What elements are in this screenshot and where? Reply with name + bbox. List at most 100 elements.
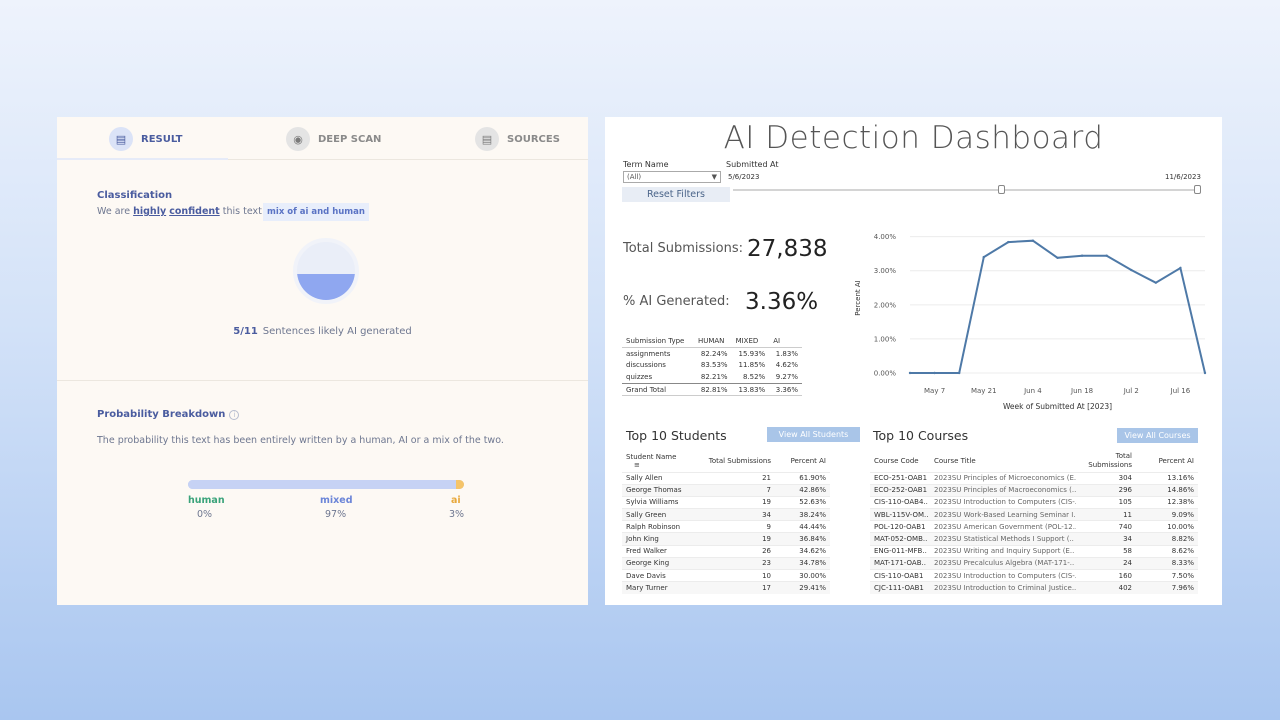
date-range-slider[interactable] bbox=[733, 189, 1198, 191]
term-filter-select[interactable]: (All) ▼ bbox=[623, 171, 721, 183]
table-row[interactable]: CJC-111-OAB1 2023SU Introduction to Crimi… bbox=[870, 581, 1198, 594]
series-line[interactable] bbox=[910, 239, 1206, 374]
cell: 34 bbox=[1076, 532, 1136, 546]
y-tick-label: 2.00% bbox=[874, 301, 897, 309]
data-point[interactable] bbox=[1154, 281, 1158, 284]
data-point[interactable] bbox=[1179, 266, 1182, 270]
search-doc-icon: ▤ bbox=[475, 127, 499, 151]
cell: 9.09% bbox=[1136, 508, 1198, 521]
table-row[interactable]: CIS-110-OAB4.. 2023SU Introduction to Com… bbox=[870, 495, 1198, 509]
cell: Sally Allen bbox=[622, 471, 686, 485]
table-row[interactable]: ECO-251-OAB1 2023SU Principles of Microec… bbox=[870, 471, 1198, 485]
tab-sources-label: SOURCES bbox=[507, 133, 560, 145]
cell: 8.33% bbox=[1136, 556, 1198, 570]
data-point[interactable] bbox=[1056, 256, 1059, 259]
cell: 2023SU American Government (POL-12.. bbox=[930, 520, 1076, 533]
cell: Sylvia Williams bbox=[622, 495, 686, 509]
table-row[interactable]: MAT-171-OAB.. 2023SU Precalculus Algebra … bbox=[870, 556, 1198, 570]
probability-breakdown-title: Probability Breakdown i bbox=[97, 409, 240, 420]
data-point[interactable] bbox=[1080, 254, 1084, 257]
cell: 29.41% bbox=[775, 581, 830, 594]
classification-prefix: We are bbox=[97, 206, 131, 217]
tab-deep-scan[interactable]: ◉ DEEP SCAN bbox=[286, 126, 381, 152]
y-tick-label: 3.00% bbox=[874, 267, 897, 275]
reset-filters-button[interactable]: Reset Filters bbox=[622, 187, 730, 202]
cell: 34.78% bbox=[775, 556, 830, 570]
cell: ENG-011-MFB.. bbox=[870, 544, 930, 558]
table-row[interactable]: Ralph Robinson 9 44.44% bbox=[622, 520, 830, 533]
cell: 82.21% bbox=[700, 373, 728, 382]
active-tab-indicator bbox=[57, 158, 228, 160]
confidence-word-1[interactable]: highly bbox=[133, 206, 167, 217]
table-row[interactable]: Sally Green 34 38.24% bbox=[622, 508, 830, 521]
cell: 13.16% bbox=[1136, 471, 1198, 485]
cell: 17 bbox=[686, 581, 775, 594]
data-point[interactable] bbox=[1105, 254, 1108, 257]
cell: Sally Green bbox=[622, 508, 686, 521]
ai-generated-value: 3.36% bbox=[745, 289, 819, 315]
total-submissions-value: 27,838 bbox=[747, 236, 828, 262]
data-point[interactable] bbox=[982, 255, 985, 259]
cell: John King bbox=[622, 532, 686, 546]
submission-type-table: Submission Type HUMAN MIXED AI assignmen… bbox=[622, 335, 802, 396]
cell: 82.81% bbox=[700, 385, 728, 394]
date-slider-end-handle[interactable] bbox=[1194, 185, 1201, 194]
percent-ai-line-chart[interactable]: 0.00% 1.00% 2.00% 3.00% 4.00% May 7 May 21 Jun… bbox=[850, 209, 1212, 419]
data-point[interactable] bbox=[1130, 268, 1133, 272]
table-row[interactable]: POL-120-OAB1 2023SU American Government (… bbox=[870, 520, 1198, 533]
cell: 2023SU Statistical Methods I Support (.. bbox=[930, 532, 1076, 546]
cell: 8.82% bbox=[1136, 532, 1198, 546]
tab-sources[interactable]: ▤ SOURCES bbox=[475, 126, 560, 152]
confidence-word-2[interactable]: confident bbox=[169, 206, 220, 217]
data-point[interactable] bbox=[1203, 371, 1207, 375]
table-row[interactable]: Sylvia Williams 19 52.63% bbox=[622, 495, 830, 509]
table-row[interactable]: Mary Turner 17 29.41% bbox=[622, 581, 830, 594]
grand-total-row[interactable]: Grand Total 82.81% 13.83% 3.36% bbox=[622, 383, 802, 396]
data-point[interactable] bbox=[957, 371, 961, 375]
cell: Dave Davis bbox=[622, 568, 686, 582]
info-icon[interactable]: i bbox=[229, 410, 240, 420]
table-row[interactable]: quizzes 82.21% 8.52% 9.27% bbox=[622, 372, 802, 384]
fingerprint-icon: ◉ bbox=[286, 127, 310, 151]
table-row[interactable]: discussions 83.53% 11.85% 4.62% bbox=[622, 359, 802, 371]
ai-detection-dashboard: AI Detection Dashboard Term Name (All) ▼… bbox=[605, 117, 1222, 605]
table-row[interactable]: Dave Davis 10 30.00% bbox=[622, 568, 830, 582]
classification-title: Classification bbox=[97, 190, 173, 201]
cell: MAT-052-OMB.. bbox=[870, 532, 930, 546]
tab-result[interactable]: ▤ RESULT bbox=[109, 126, 182, 152]
probability-bar-mixed bbox=[188, 480, 456, 489]
table-row[interactable]: MAT-052-OMB.. 2023SU Statistical Methods … bbox=[870, 532, 1198, 546]
table-row[interactable]: CIS-110-OAB1 2023SU Introduction to Compu… bbox=[870, 568, 1198, 582]
sentence-summary: 5/11 Sentences likely AI generated bbox=[57, 326, 588, 337]
view-all-courses-button[interactable]: View All Courses bbox=[1117, 428, 1198, 443]
view-all-students-button[interactable]: View All Students bbox=[767, 427, 860, 442]
chevron-down-icon: ▼ bbox=[711, 173, 717, 181]
table-row[interactable]: George King 23 34.78% bbox=[622, 556, 830, 570]
table-row[interactable]: ECO-252-OAB1 2023SU Principles of Macroec… bbox=[870, 483, 1198, 497]
data-point[interactable] bbox=[908, 371, 912, 375]
cell: 12.38% bbox=[1136, 495, 1198, 509]
table-row[interactable]: John King 19 36.84% bbox=[622, 532, 830, 546]
cell: 402 bbox=[1076, 581, 1136, 594]
cell: 19 bbox=[686, 495, 775, 509]
table-row[interactable]: assignments 82.24% 15.93% 1.83% bbox=[622, 347, 802, 359]
table-row[interactable]: ENG-011-MFB.. 2023SU Writing and Inquiry … bbox=[870, 544, 1198, 558]
table-row[interactable]: Fred Walker 26 34.62% bbox=[622, 544, 830, 558]
cell: Fred Walker bbox=[622, 544, 686, 558]
date-slider-start-handle[interactable] bbox=[998, 185, 1005, 194]
table-row[interactable]: WBL-115V-OM.. 2023SU Work-Based Learning … bbox=[870, 508, 1198, 521]
cell: 2023SU Principles of Microeconomics (E.. bbox=[930, 471, 1076, 485]
cell: 24 bbox=[1076, 556, 1136, 570]
top-courses-table: Course Code Course Title Total Submissio… bbox=[870, 450, 1198, 594]
data-point[interactable] bbox=[933, 371, 936, 375]
data-point[interactable] bbox=[1007, 240, 1010, 244]
section-divider bbox=[57, 380, 588, 381]
y-tick-label: 4.00% bbox=[874, 233, 897, 241]
cell: 740 bbox=[1076, 520, 1136, 533]
table-row[interactable]: George Thomas 7 42.86% bbox=[622, 483, 830, 497]
cell: George Thomas bbox=[622, 483, 686, 497]
table-row[interactable]: Sally Allen 21 61.90% bbox=[622, 471, 830, 485]
data-point[interactable] bbox=[1031, 239, 1035, 242]
ai-result-panel: ▤ RESULT ◉ DEEP SCAN ▤ SOURCES Classific… bbox=[57, 117, 588, 605]
sort-icon[interactable]: ≡ bbox=[634, 460, 640, 469]
